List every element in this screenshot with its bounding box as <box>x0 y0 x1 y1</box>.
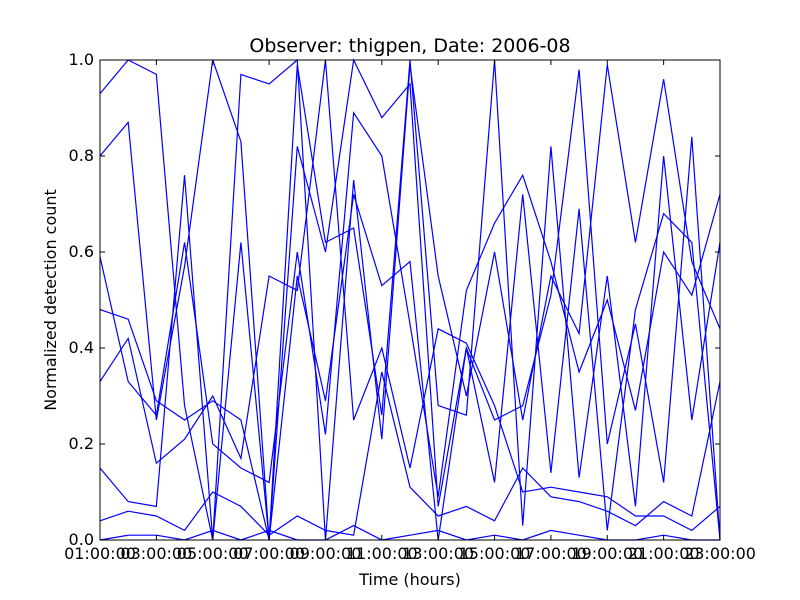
x-tick-label: 15:00:00 <box>459 544 531 563</box>
x-tick-label: 07:00:00 <box>233 544 305 563</box>
y-tick-label: 0.2 <box>69 434 94 453</box>
x-tick-label: 09:00:00 <box>290 544 362 563</box>
x-tick-label: 13:00:00 <box>402 544 474 563</box>
x-axis-label: Time (hours) <box>358 570 461 589</box>
y-axis: 0.0 0.2 0.4 0.6 0.8 1.0 <box>69 50 720 549</box>
x-tick-label: 19:00:00 <box>571 544 643 563</box>
y-tick-label: 0.0 <box>69 530 94 549</box>
y-axis-label: Normalized detection count <box>41 189 60 411</box>
x-tick-label: 17:00:00 <box>515 544 587 563</box>
y-tick-label: 1.0 <box>69 50 94 69</box>
plot-frame <box>99 59 721 541</box>
series-line-7 <box>99 111 721 497</box>
y-tick-label: 0.8 <box>69 146 94 165</box>
x-axis: 01:00:0003:00:0005:00:0007:00:0009:00:00… <box>64 60 756 563</box>
y-tick-label: 0.4 <box>69 338 94 357</box>
series-line-5 <box>99 59 721 532</box>
series-line-2 <box>99 57 721 541</box>
x-tick-label: 05:00:00 <box>177 544 249 563</box>
chart-title: Observer: thigpen, Date: 2006-08 <box>249 35 570 57</box>
series-line-4 <box>99 175 721 541</box>
series-line-8 <box>99 371 721 536</box>
x-tick-label: 11:00:00 <box>346 544 418 563</box>
series-layer <box>99 57 721 541</box>
x-tick-label: 03:00:00 <box>120 544 192 563</box>
x-tick-label: 23:00:00 <box>684 544 756 563</box>
y-tick-label: 0.6 <box>69 242 94 261</box>
x-tick-label: 01:00:00 <box>64 544 136 563</box>
series-line-6 <box>99 524 720 541</box>
x-tick-label: 21:00:00 <box>628 544 700 563</box>
